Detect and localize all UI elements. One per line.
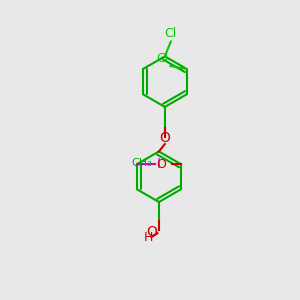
Text: O: O bbox=[156, 158, 166, 171]
Text: I: I bbox=[156, 157, 161, 171]
Text: O: O bbox=[147, 225, 158, 239]
Text: O: O bbox=[159, 131, 170, 145]
Text: CH₃: CH₃ bbox=[132, 158, 153, 168]
Text: Cl: Cl bbox=[157, 52, 169, 64]
Text: H: H bbox=[144, 231, 153, 244]
Text: Cl: Cl bbox=[165, 27, 177, 40]
